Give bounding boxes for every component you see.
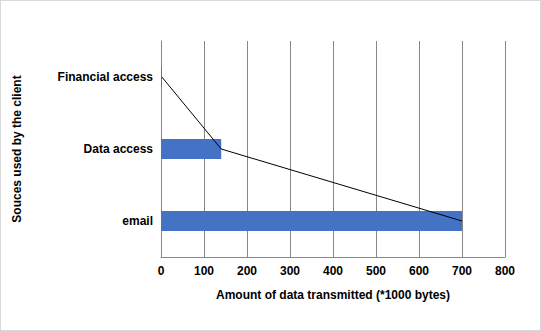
- svg-text:200: 200: [237, 264, 257, 278]
- svg-text:500: 500: [366, 264, 386, 278]
- svg-text:700: 700: [452, 264, 472, 278]
- svg-text:Amount of data transmitted (*1: Amount of data transmitted (*1000 bytes): [216, 288, 450, 302]
- svg-text:400: 400: [323, 264, 343, 278]
- svg-text:0: 0: [158, 264, 165, 278]
- svg-text:100: 100: [194, 264, 214, 278]
- svg-text:300: 300: [280, 264, 300, 278]
- svg-text:email: email: [122, 214, 153, 228]
- svg-text:800: 800: [495, 264, 515, 278]
- svg-text:600: 600: [409, 264, 429, 278]
- svg-text:Financial access: Financial access: [58, 70, 154, 84]
- svg-text:Souces used by the client: Souces used by the client: [10, 75, 24, 222]
- svg-text:Data access: Data access: [84, 142, 154, 156]
